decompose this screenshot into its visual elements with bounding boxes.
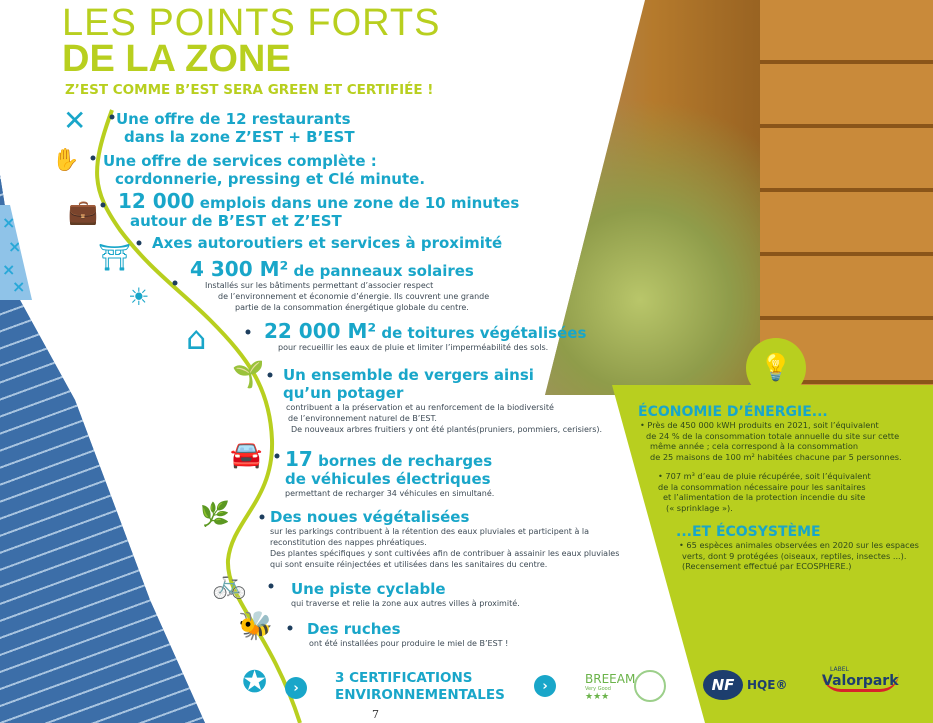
valorpark-logo: LABEL Valorpark — [822, 666, 899, 692]
page-subtitle: Z’EST COMME B’EST SERA GREEN ET CERTIFIÉ… — [65, 82, 434, 98]
hand-icon: ✋ — [52, 148, 80, 173]
briefcase-icon: 💼 — [68, 198, 98, 226]
point-restaurants: Une offre de 12 restaurants dans la zone … — [116, 110, 355, 146]
breeam-seal — [634, 670, 666, 702]
chevron-right-icon: › — [534, 675, 556, 697]
laurel-star-icon: ✪ — [242, 665, 268, 700]
point-charging: 17 bornes de recharges de véhicules élec… — [285, 447, 495, 498]
point-orchards: Un ensemble de vergers ainsi qu’un potage… — [283, 366, 603, 434]
bicycle-icon: 🚲 — [212, 567, 247, 600]
energy-section: ÉCONOMIE D’ÉNERGIE... • Près de 450 000 … — [638, 404, 902, 513]
certifications-label: 3 CERTIFICATIONS ENVIRONNEMENTALES — [335, 670, 505, 703]
breeam-logo: BREEAM Very Good ★★★ — [585, 672, 636, 702]
page-number: 7 — [372, 708, 379, 721]
point-solar: 4 300 M² de panneaux solaires Installés … — [190, 257, 490, 312]
chevron-right-icon: › — [285, 677, 307, 699]
page-title-line1: LES POINTS FORTS — [62, 2, 441, 44]
solar-panel-icon: ☀ — [128, 283, 150, 311]
point-beehives: Des ruches ont été installées pour produ… — [307, 620, 509, 648]
highway-icon: ⛩ — [98, 243, 132, 273]
sprouts-icon: 🌿 — [200, 500, 230, 528]
nf-hqe-logo: NF HQE® — [703, 670, 787, 700]
lightbulb-icon: 💡 — [746, 338, 806, 398]
green-house-icon: ⌂ — [186, 319, 207, 357]
electric-car-icon: 🚘 — [230, 440, 263, 470]
beehive-icon: 🐝 — [238, 609, 273, 642]
ecosystem-section: ...ET ÉCOSYSTÈME • 65 espèces animales o… — [676, 524, 919, 571]
cutlery-icon: ✕ — [63, 104, 87, 137]
point-green-roofs: 22 000 M² de toitures végétalisées pour … — [264, 319, 587, 352]
point-services: Une offre de services complète : cordonne… — [103, 152, 426, 188]
point-jobs: 12 000 emplois dans une zone de 10 minut… — [118, 189, 520, 230]
page-title-line2: DE LA ZONE — [62, 38, 291, 80]
plant-hand-icon: 🌱 — [232, 360, 265, 390]
point-bike-path: Une piste cyclable qui traverse et relie… — [291, 580, 520, 608]
point-highways: Axes autoroutiers et services à proximit… — [152, 234, 503, 252]
point-swales: Des noues végétalisées sur les parkings … — [270, 508, 620, 569]
